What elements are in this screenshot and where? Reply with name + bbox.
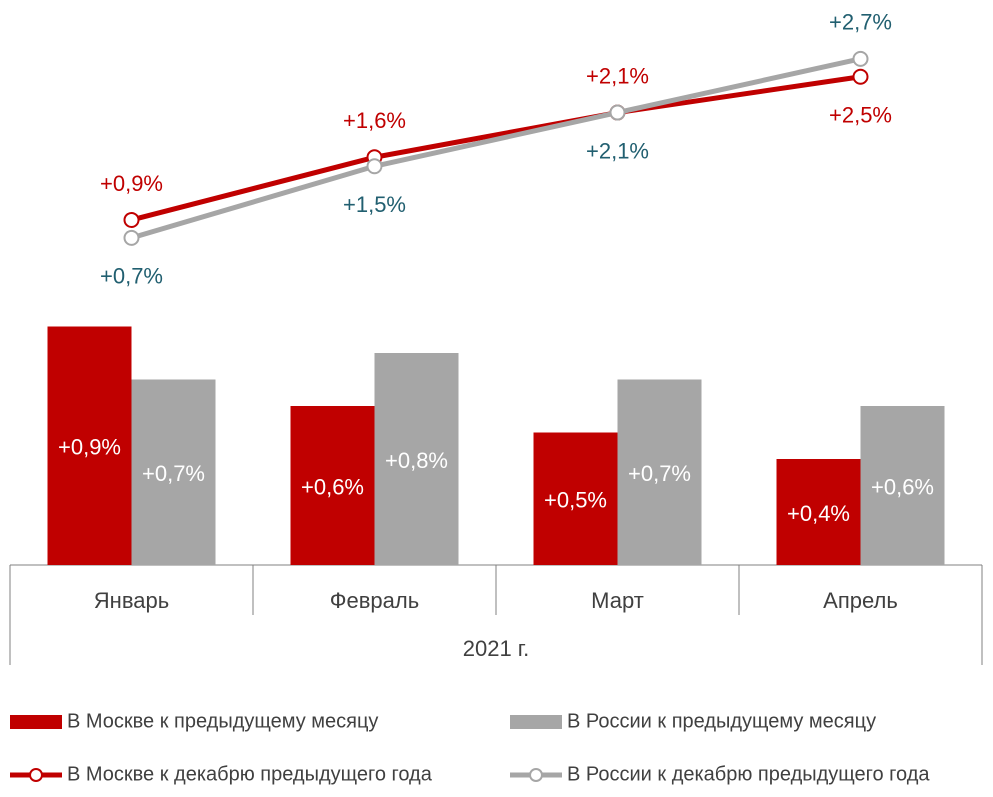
bar-value-label: +0,4% xyxy=(787,501,850,526)
line-value-label: +0,7% xyxy=(100,264,163,289)
line-marker xyxy=(366,158,383,175)
line-marker xyxy=(123,211,140,228)
bar-value-label: +0,5% xyxy=(544,488,607,513)
bar xyxy=(374,353,459,565)
line xyxy=(130,74,861,223)
line-value-label: +0,9% xyxy=(100,171,163,196)
legend-label: В Москве к предыдущему месяцу xyxy=(67,710,378,732)
bar-value-label: +0,8% xyxy=(385,448,448,473)
line-value-label: +2,7% xyxy=(829,10,892,35)
bar xyxy=(617,379,702,565)
x-tick-label: Апрель xyxy=(823,588,898,613)
line-value-label: +1,6% xyxy=(343,108,406,133)
bar xyxy=(776,459,861,565)
line-value-label: +2,1% xyxy=(586,138,649,163)
bar-value-label: +0,6% xyxy=(301,474,364,499)
x-tick-label: Февраль xyxy=(330,588,419,613)
line-marker xyxy=(123,229,140,246)
bar-value-label: +0,9% xyxy=(58,435,121,460)
legend-label: В Москве к декабрю предыдущего года xyxy=(67,763,433,785)
line-marker xyxy=(852,50,869,67)
bar xyxy=(290,406,375,565)
bar xyxy=(131,379,216,565)
line-marker xyxy=(852,68,869,85)
line-value-label: +1,5% xyxy=(343,192,406,217)
legend-swatch xyxy=(510,715,562,729)
bar-value-label: +0,6% xyxy=(871,474,934,499)
legend-label: В России к декабрю предыдущего года xyxy=(567,763,930,785)
line-marker xyxy=(609,104,626,121)
bar xyxy=(860,406,945,565)
legend-swatch xyxy=(10,715,62,729)
bar xyxy=(47,326,132,565)
line-value-label: +2,5% xyxy=(829,103,892,128)
legend-label: В России к предыдущему месяцу xyxy=(567,710,876,732)
x-group-label: 2021 г. xyxy=(463,636,530,661)
line xyxy=(130,56,862,241)
line-value-label: +2,1% xyxy=(586,63,649,88)
bar-value-label: +0,7% xyxy=(628,461,691,486)
bar-value-label: +0,7% xyxy=(142,461,205,486)
legend-marker xyxy=(29,768,43,782)
x-tick-label: Январь xyxy=(94,588,169,613)
legend-marker xyxy=(529,768,543,782)
bar xyxy=(533,432,618,565)
x-tick-label: Март xyxy=(591,588,644,613)
